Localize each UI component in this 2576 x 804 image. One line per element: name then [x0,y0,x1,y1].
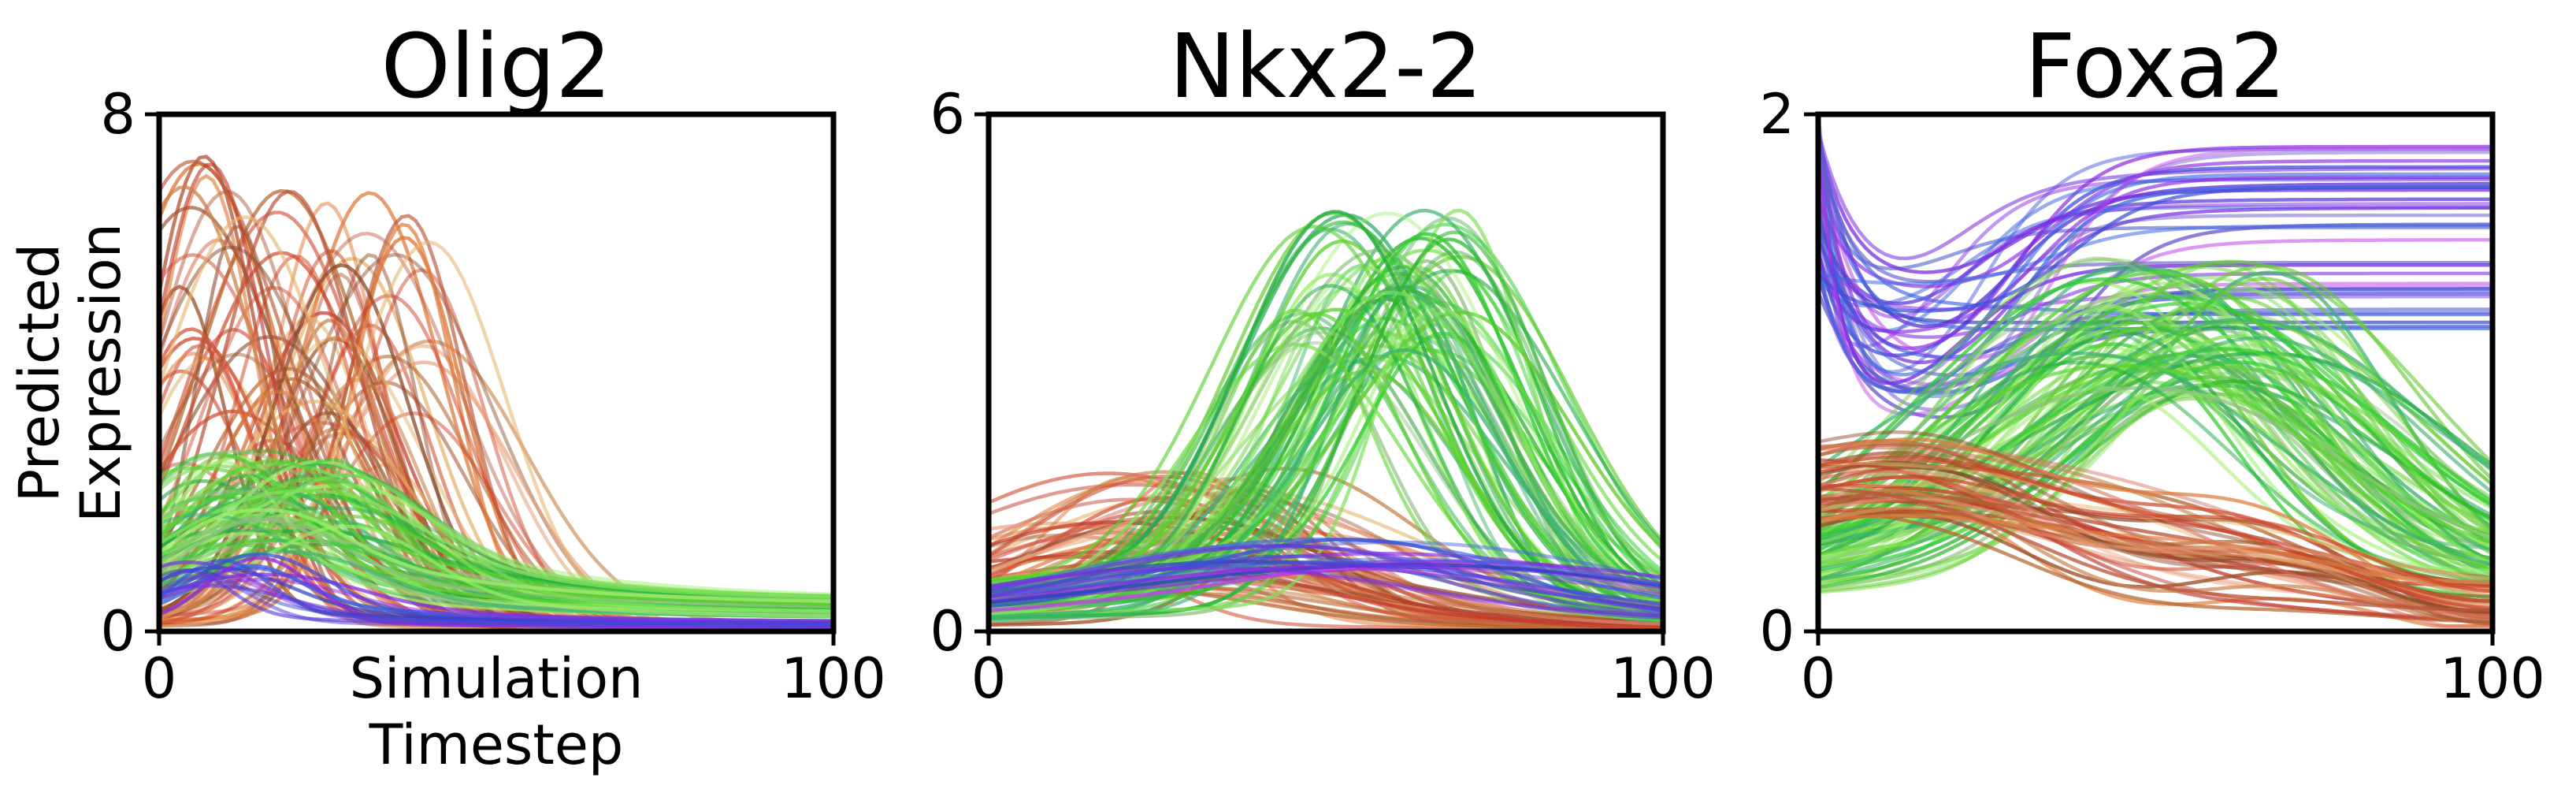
nkx2-2-ytick-label-top: 6 [930,82,965,147]
series-line-blue [1816,201,2492,365]
series-line-blue [1816,132,2492,393]
series-line-blue [1816,125,2492,351]
series-line-green [1817,396,2493,593]
olig2-xtick-label-right: 100 [781,646,886,711]
olig2-ylabel-line2: Expression [69,223,133,523]
series-line-blue [1816,129,2492,377]
series-line-green [988,290,1664,616]
series-line-red [1817,475,2493,594]
series-line-red [1817,460,2492,614]
series-line-green [1817,270,2494,521]
series-line-blue [988,563,1664,605]
series-line-blue [988,564,1664,601]
foxa2-ytick-label-top: 2 [1759,82,1795,147]
series-line-green [158,524,834,618]
panel-nkx2-2: Nkx2-2 6 0 0 100 [930,16,1715,711]
series-line-green [158,508,834,604]
series-line-green [988,348,1664,618]
series-line-green [988,308,1664,605]
foxa2-ytick-label-bottom: 0 [1759,599,1795,664]
series-line-green [158,473,834,613]
series-line-blue [1816,158,2492,288]
olig2-ytick-label-bottom: 0 [100,599,135,664]
series-line-blue [1816,238,2492,340]
series-line-green [158,489,834,600]
nkx2-2-xtick-label-left: 0 [971,646,1007,711]
series-line-blue [988,544,1664,616]
series-line-blue [1817,185,2492,313]
series-line-red [1817,498,2493,620]
series-line-blue [158,578,833,624]
series-line-blue [158,572,833,623]
series-line-blue [158,558,834,627]
series-line-blue [1816,182,2492,319]
panel-olig2: Olig2 8 0 0 100 Simulation Timestep Pred… [7,16,886,777]
olig2-xtick-label-left: 0 [142,646,177,711]
series-line-red [1817,486,2493,612]
series-line-red [988,477,1664,620]
series-line-red [1817,443,2493,616]
series-line-green [1817,360,2493,583]
olig2-xlabel-line1: Simulation [350,646,644,711]
nkx2-2-ytick-label-bottom: 0 [930,599,965,664]
olig2-title: Olig2 [381,16,612,118]
series-line-red [1817,470,2492,595]
series-line-red [988,520,1664,630]
nkx2-2-axes-frame [985,111,1666,635]
foxa2-xtick-label-left: 0 [1801,646,1836,711]
series-line-blue [988,566,1664,617]
series-line-green [1817,277,2494,584]
series-line-red [1817,430,2493,603]
foxa2-lines [1816,114,2494,628]
series-line-red [1817,458,2493,619]
olig2-axes-frame [156,111,837,635]
olig2-ylabel-line1: Predicted [7,244,72,503]
olig2-lines [157,154,834,631]
foxa2-title: Foxa2 [2025,16,2286,118]
panel-foxa2: Foxa2 2 0 0 100 [1759,16,2544,711]
foxa2-xtick-label-right: 100 [2440,646,2545,711]
olig2-xlabel-line2: Timestep [369,713,624,777]
series-line-blue [988,560,1664,606]
nkx2-2-lines [987,208,1665,631]
series-line-green [1817,363,2493,545]
series-line-green [988,285,1664,620]
series-line-blue [1816,175,2492,334]
series-line-blue [1816,130,2492,261]
foxa2-axes-frame [1815,111,2496,635]
olig2-ytick-label-top: 8 [100,82,135,147]
series-line-green [988,282,1664,615]
series-line-green [1817,281,2493,586]
series-line-blue [158,568,833,625]
series-line-blue [1816,143,2492,284]
series-line-blue [988,557,1664,598]
series-line-blue [988,554,1664,619]
series-line-red [1817,505,2493,623]
nkx2-2-title: Nkx2-2 [1169,16,1483,118]
series-line-red [1817,450,2493,626]
series-line-blue [1816,139,2492,317]
series-line-green [1817,336,2494,571]
series-line-green [988,307,1664,598]
series-line-red [1817,513,2493,591]
series-line-red [1817,488,2493,624]
nkx2-2-xtick-label-right: 100 [1610,646,1716,711]
series-line-blue [1817,223,2492,285]
series-line-blue [1816,194,2492,390]
